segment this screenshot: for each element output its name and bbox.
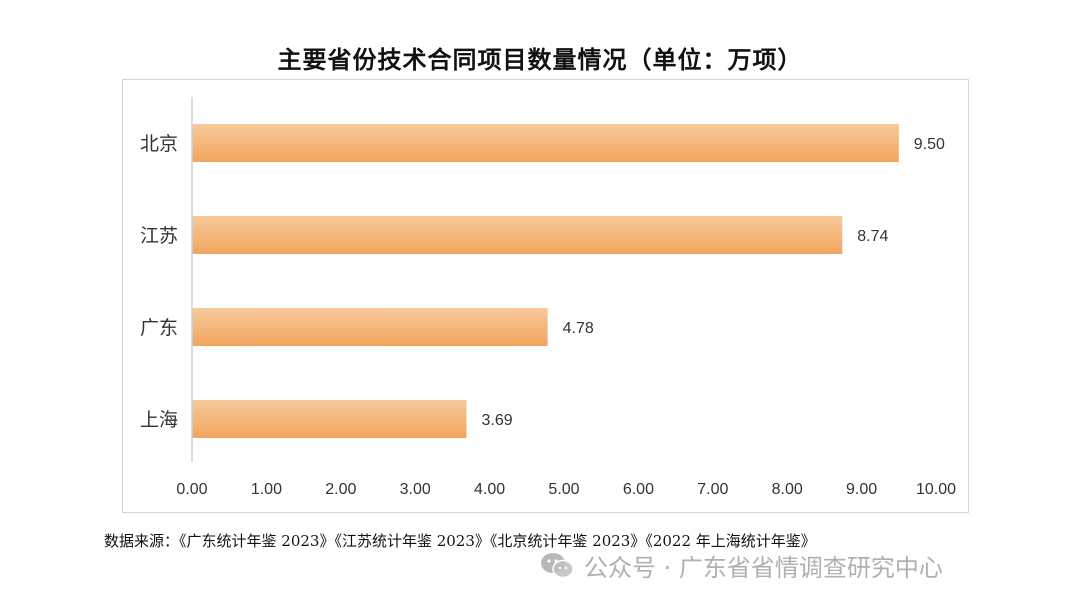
bar-3 <box>192 308 548 346</box>
value-label: 8.74 <box>857 228 888 245</box>
x-tick-label: 8.00 <box>772 481 803 498</box>
chart-title: 主要省份技术合同项目数量情况（单位：万项） <box>277 46 803 74</box>
category-label: 北京 <box>140 133 178 155</box>
x-tick-label: 7.00 <box>697 481 728 498</box>
bar-4 <box>192 400 467 438</box>
category-label: 广东 <box>140 317 178 339</box>
x-tick-label: 0.00 <box>176 481 207 498</box>
data-source-note: 数据来源：《广东统计年鉴 2023》《江苏统计年鉴 2023》《北京统计年鉴 2… <box>104 532 816 550</box>
value-label: 9.50 <box>914 136 945 153</box>
value-label: 3.69 <box>482 412 513 429</box>
x-tick-label: 2.00 <box>325 481 356 498</box>
x-tick-label: 6.00 <box>623 481 654 498</box>
x-tick-label: 4.00 <box>474 481 505 498</box>
x-tick-label: 5.00 <box>548 481 579 498</box>
value-label: 4.78 <box>563 320 594 337</box>
chart-frame <box>122 79 969 513</box>
x-tick-label: 3.00 <box>400 481 431 498</box>
bar-2 <box>192 216 843 254</box>
category-label: 江苏 <box>140 225 178 247</box>
x-tick-label: 10.00 <box>916 481 956 498</box>
bar-1 <box>192 124 899 162</box>
wechat-icon <box>541 552 574 578</box>
category-label: 上海 <box>140 409 178 431</box>
x-tick-label: 9.00 <box>846 481 877 498</box>
x-tick-label: 1.00 <box>251 481 282 498</box>
watermark: 公众号 · 广东省省情调查研究中心 <box>540 548 943 583</box>
watermark-text: 公众号 · 广东省省情调查研究中心 <box>584 554 943 582</box>
